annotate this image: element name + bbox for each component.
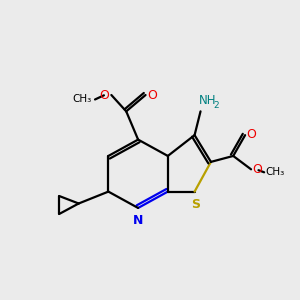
Text: O: O <box>247 128 256 141</box>
Text: CH₃: CH₃ <box>265 167 284 177</box>
Text: NH: NH <box>199 94 217 107</box>
Text: S: S <box>192 198 201 211</box>
Text: O: O <box>99 88 109 101</box>
Text: 2: 2 <box>213 101 219 110</box>
Text: O: O <box>253 163 262 176</box>
Text: O: O <box>147 88 157 101</box>
Text: CH₃: CH₃ <box>73 94 92 104</box>
Text: N: N <box>133 214 143 227</box>
